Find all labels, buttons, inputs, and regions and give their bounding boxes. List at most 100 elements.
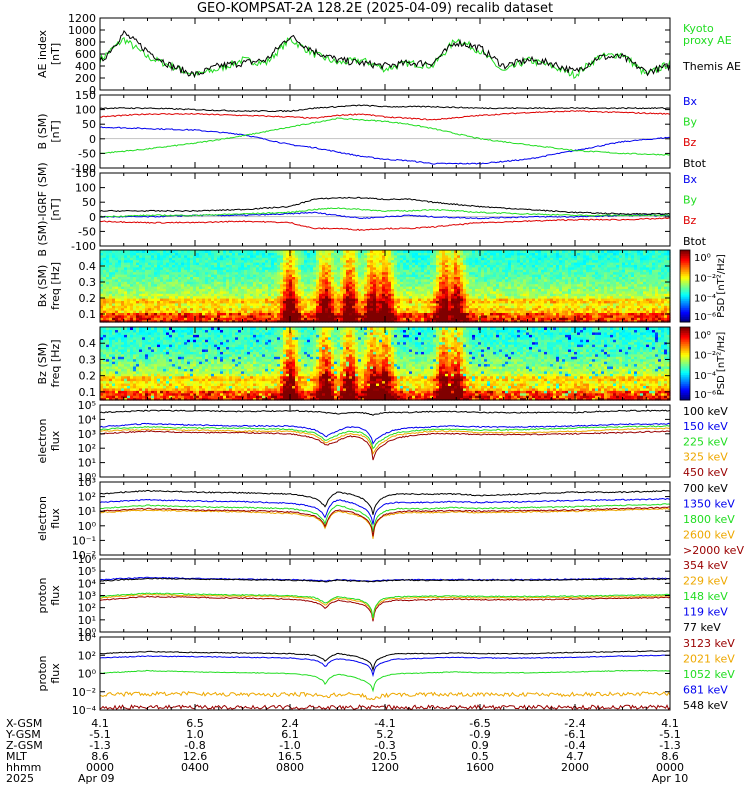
spectrogram-cell <box>322 319 326 323</box>
spectrogram-cell <box>403 257 407 261</box>
spectrogram-cell <box>109 290 113 294</box>
spectrogram-cell <box>322 302 326 306</box>
spectrogram-cell <box>457 259 461 263</box>
spectrogram-cell <box>328 298 332 301</box>
spectrogram-cell <box>262 269 266 273</box>
spectrogram-cell <box>355 317 359 321</box>
spectrogram-cell <box>145 288 149 292</box>
spectrogram-cell <box>175 278 179 282</box>
spectrogram-cell <box>160 257 164 261</box>
spectrogram-cell <box>529 264 533 268</box>
spectrogram-cell <box>277 264 281 268</box>
spectrogram-cell <box>493 264 497 268</box>
spectrogram-cell <box>418 295 422 299</box>
spectrogram-cell <box>415 307 419 311</box>
spectrogram-cell <box>427 269 431 273</box>
spectrogram-cell <box>529 305 533 309</box>
spectrogram-cell <box>328 250 332 253</box>
spectrogram-cell <box>115 276 119 280</box>
spectrogram-cell <box>475 266 479 270</box>
spectrogram-cell <box>223 274 227 277</box>
spectrogram-cell <box>235 298 239 301</box>
spectrogram-cell <box>382 274 386 277</box>
spectrogram-cell <box>406 288 410 292</box>
spectrogram-cell <box>433 271 437 275</box>
spectrogram-cell <box>346 274 350 277</box>
spectrogram-cell <box>139 278 143 282</box>
spectrogram-cell <box>457 302 461 306</box>
spectrogram-cell <box>133 305 137 309</box>
spectrogram-cell <box>487 305 491 309</box>
spectrogram-cell <box>136 262 140 265</box>
spectrogram-cell <box>310 250 314 253</box>
spectrogram-cell <box>235 278 239 282</box>
spectrogram-cell <box>421 252 425 256</box>
spectrogram-cell <box>196 271 200 275</box>
spectrogram-cell <box>136 278 140 282</box>
spectrogram-cell <box>307 319 311 323</box>
spectrogram-cell <box>247 250 251 253</box>
spectrogram-cell <box>298 293 302 297</box>
spectrogram-cell <box>199 319 203 323</box>
spectrogram-cell <box>262 281 266 285</box>
spectrogram-cell <box>154 300 158 304</box>
spectrogram-cell <box>517 319 521 323</box>
spectrogram-cell <box>292 290 296 294</box>
spectrogram-cell <box>262 250 266 253</box>
spectrogram-cell <box>466 310 470 313</box>
spectrogram-cell <box>130 271 134 275</box>
spectrogram-cell <box>433 295 437 299</box>
spectrogram-cell <box>460 314 464 318</box>
spectrogram-cell <box>424 312 428 316</box>
spectrogram-cell <box>517 300 521 304</box>
spectrogram-cell <box>496 314 500 318</box>
spectrogram-cell <box>307 307 311 311</box>
spectrogram-cell <box>334 264 338 268</box>
spectrogram-cell <box>139 286 143 289</box>
spectrogram-cell <box>457 300 461 304</box>
spectrogram-cell <box>433 278 437 282</box>
spectrogram-cell <box>223 302 227 306</box>
spectrogram-cell <box>466 312 470 316</box>
spectrogram-cell <box>148 286 152 289</box>
spectrogram-cell <box>415 312 419 316</box>
spectrogram-cell <box>508 288 512 292</box>
spectrogram-cell <box>427 278 431 282</box>
spectrogram-cell <box>484 281 488 285</box>
spectrogram-cell <box>520 281 524 285</box>
spectrogram-cell <box>214 293 218 297</box>
spectrogram-cell <box>466 286 470 289</box>
spectrogram-cell <box>241 307 245 311</box>
spectrogram-cell <box>463 319 467 323</box>
spectrogram-cell <box>457 254 461 258</box>
spectrogram-cell <box>370 254 374 258</box>
spectrogram-cell <box>322 300 326 304</box>
spectrogram-cell <box>253 319 257 323</box>
spectrogram-cell <box>328 288 332 292</box>
spectrogram-cell <box>466 254 470 258</box>
spectrogram-cell <box>331 307 335 311</box>
spectrogram-cell <box>292 250 296 253</box>
spectrogram-cell <box>328 305 332 309</box>
spectrogram-cell <box>457 262 461 265</box>
spectrogram-cell <box>415 288 419 292</box>
spectrogram-cell <box>343 295 347 299</box>
spectrogram-cell <box>181 283 185 287</box>
spectrogram-cell <box>271 310 275 313</box>
spectrogram-cell <box>220 312 224 316</box>
spectrogram-cell <box>241 254 245 258</box>
spectrogram-cell <box>283 298 287 301</box>
spectrogram-cell <box>496 274 500 277</box>
spectrogram-cell <box>376 266 380 270</box>
spectrogram-cell <box>235 266 239 270</box>
spectrogram-cell <box>472 293 476 297</box>
spectrogram-cell <box>256 300 260 304</box>
spectrogram-cell <box>214 269 218 273</box>
spectrogram-cell <box>181 298 185 301</box>
spectrogram-cell <box>232 310 236 313</box>
spectrogram-cell <box>325 300 329 304</box>
spectrogram-cell <box>166 283 170 287</box>
series-line-by <box>99 117 671 156</box>
spectrogram-cell <box>505 307 509 311</box>
spectrogram-cell <box>232 319 236 323</box>
